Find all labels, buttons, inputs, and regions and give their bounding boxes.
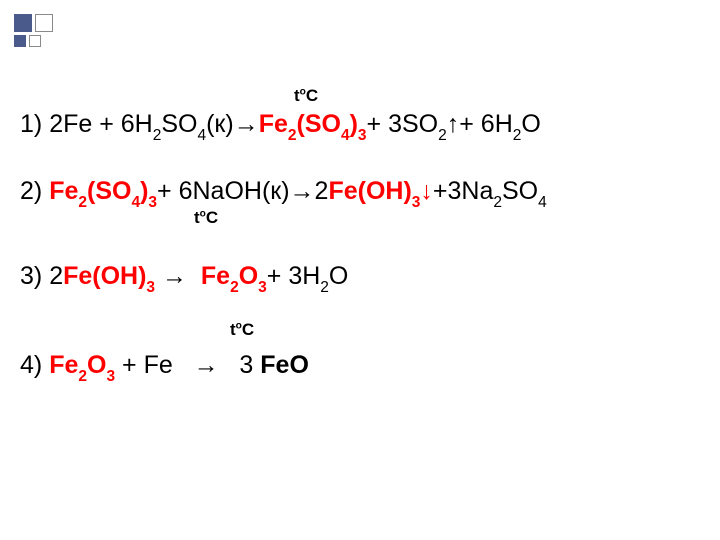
eq1-a1: 2Fe	[49, 110, 92, 138]
equation-3: 3) 2Fe(OH)3 → Fe2O3+ 3H2O	[20, 262, 708, 295]
equation-1: 1) 2Fe + 6H2SO4(к)→Fe2(SO4)3+ 3SO2↑+ 6H2…	[20, 110, 708, 143]
eq4-product-feo: FeO	[260, 351, 309, 379]
decor-sq-4	[29, 35, 41, 47]
equation-2: 2) Fe2(SO4)3+ 6NaOH(к)→2Fe(OH)3↓+3Na2SO4	[20, 177, 708, 210]
eq2-product-feoh3: Fe(OH)3↓	[328, 177, 432, 205]
temp-label-3: tоС	[230, 320, 254, 340]
equations-block: tоС 1) 2Fe + 6H2SO4(к)→Fe2(SO4)3+ 3SO2↑+…	[20, 110, 708, 418]
eq4-reactant-fe2o3: Fe2O3	[49, 351, 115, 379]
decor-squares	[14, 14, 84, 47]
eq1-num: 1)	[20, 110, 49, 138]
eq2-num: 2)	[20, 177, 49, 205]
temp-label-1: tоС	[294, 86, 318, 106]
eq2-reactant-fe2so43: Fe2(SO4)3	[49, 177, 157, 205]
decor-sq-3	[14, 35, 26, 47]
decor-sq-1	[14, 14, 32, 32]
eq3-product-fe2o3: Fe2O3	[201, 262, 267, 290]
eq3-reactant-feoh3: Fe(OH)3	[63, 262, 155, 290]
eq3-num: 3)	[20, 262, 49, 290]
eq1-product-fe2so43: Fe2(SO4)3	[259, 110, 367, 138]
decor-sq-2	[35, 14, 53, 32]
eq4-num: 4)	[20, 351, 49, 379]
temp-label-2: tоС	[194, 208, 218, 228]
equation-4: 4) Fe2O3 + Fe → 3 FeO	[20, 351, 708, 384]
